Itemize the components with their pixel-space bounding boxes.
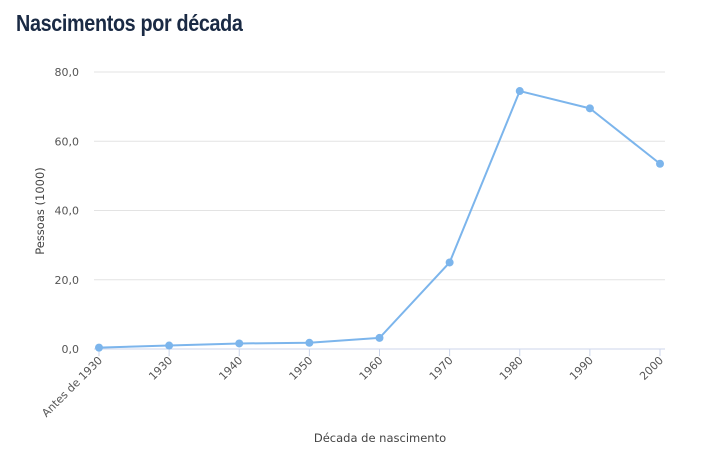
x-axis-label: Década de nascimento bbox=[314, 431, 446, 445]
x-tick-label: 1940 bbox=[216, 354, 245, 383]
x-tick-label: 1960 bbox=[357, 354, 386, 383]
y-tick-label: 80,0 bbox=[55, 66, 80, 79]
y-tick-label: 20,0 bbox=[55, 274, 80, 287]
data-point[interactable] bbox=[656, 159, 664, 168]
y-axis-ticks: 0,0 20,0 40,0 60,0 80,0 bbox=[55, 66, 80, 356]
x-tick-label: 2000 bbox=[637, 354, 666, 383]
data-point[interactable] bbox=[165, 341, 174, 350]
chart-title: Nascimentos por década bbox=[16, 10, 243, 36]
data-point[interactable] bbox=[235, 339, 244, 348]
data-point[interactable] bbox=[515, 87, 524, 96]
x-tick-label: Antes de 1930 bbox=[39, 354, 105, 420]
x-tick-label: 1980 bbox=[497, 354, 526, 383]
series-line-group bbox=[95, 87, 664, 352]
series-line bbox=[98, 90, 661, 349]
gridlines bbox=[94, 71, 665, 281]
data-point[interactable] bbox=[445, 258, 454, 267]
x-tick-label: 1990 bbox=[567, 354, 596, 383]
x-tick-label: 1950 bbox=[287, 354, 316, 383]
data-point[interactable] bbox=[305, 338, 314, 347]
y-tick-label: 60,0 bbox=[55, 135, 80, 148]
y-tick-label: 0,0 bbox=[62, 343, 80, 356]
x-tick-label: 1930 bbox=[146, 354, 175, 383]
x-axis-ticks: Antes de 1930 1930 1940 1950 1960 1970 1980 199… bbox=[39, 354, 666, 420]
x-axis bbox=[94, 348, 665, 356]
y-tick-label: 40,0 bbox=[55, 205, 80, 218]
y-axis-label: Pessoas (1000) bbox=[33, 167, 47, 255]
x-tick-label: 1970 bbox=[427, 354, 456, 383]
data-point[interactable] bbox=[375, 333, 384, 342]
data-point[interactable] bbox=[585, 104, 594, 113]
data-point[interactable] bbox=[95, 343, 103, 352]
